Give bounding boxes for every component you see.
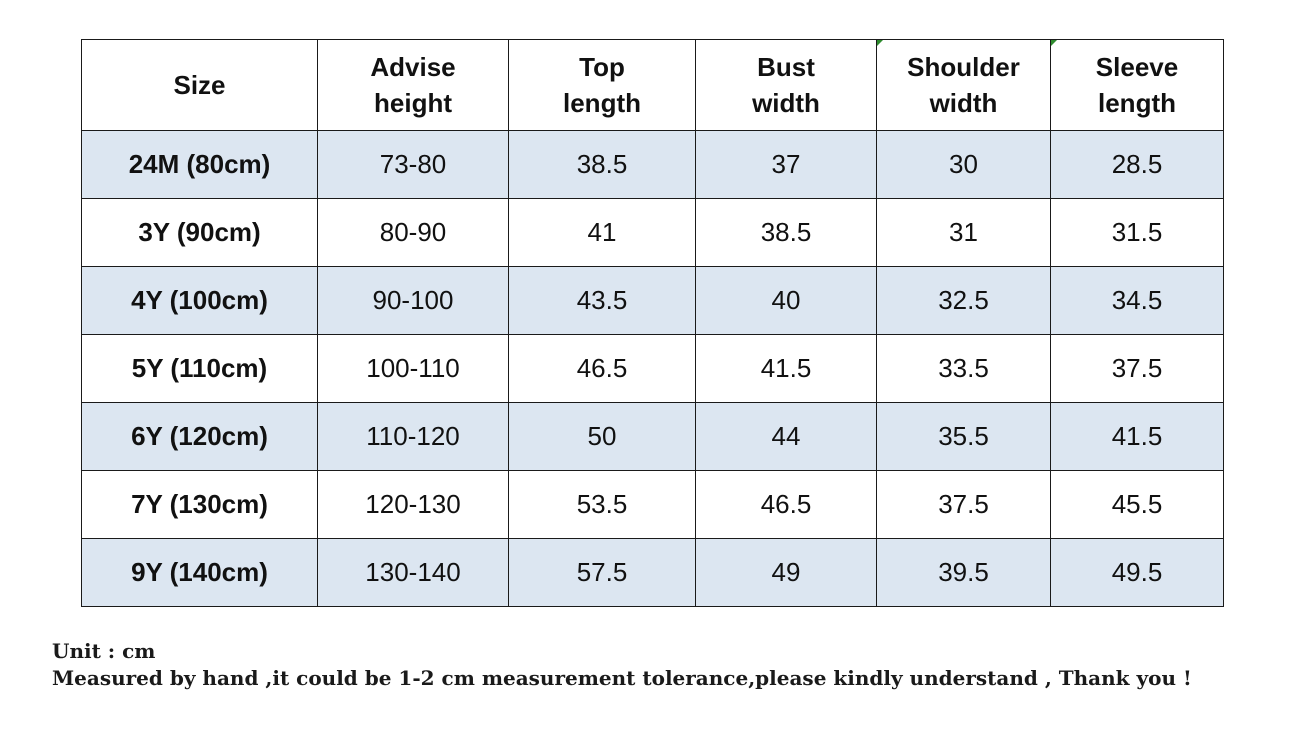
shoulder-width-cell: 32.5 bbox=[876, 266, 1051, 335]
size-cell: 7Y (130cm) bbox=[81, 470, 318, 539]
header-row: Size Advise height Top length Bust width Sh… bbox=[81, 39, 1224, 131]
bust-width-cell: 38.5 bbox=[695, 198, 877, 267]
top-length-cell: 57.5 bbox=[508, 538, 696, 607]
shoulder-width-cell: 30 bbox=[876, 130, 1051, 199]
shoulder-width-cell: 35.5 bbox=[876, 402, 1051, 471]
size-chart-table: Size Advise height Top length Bust width Sh… bbox=[81, 39, 1224, 607]
sleeve-length-cell: 28.5 bbox=[1050, 130, 1224, 199]
size-cell: 5Y (110cm) bbox=[81, 334, 318, 403]
header-bust-width: Bust width bbox=[695, 39, 877, 131]
top-length-cell: 53.5 bbox=[508, 470, 696, 539]
advise-height-cell: 90-100 bbox=[317, 266, 509, 335]
header-sleeve-length: Sleeve length bbox=[1050, 39, 1224, 131]
advise-height-cell: 110-120 bbox=[317, 402, 509, 471]
bust-width-cell: 40 bbox=[695, 266, 877, 335]
bust-width-cell: 46.5 bbox=[695, 470, 877, 539]
shoulder-width-cell: 39.5 bbox=[876, 538, 1051, 607]
size-cell: 6Y (120cm) bbox=[81, 402, 318, 471]
header-top-length: Top length bbox=[508, 39, 696, 131]
table-row: 7Y (130cm) 120-130 53.5 46.5 37.5 45.5 bbox=[81, 470, 1224, 539]
size-cell: 3Y (90cm) bbox=[81, 198, 318, 267]
advise-height-cell: 73-80 bbox=[317, 130, 509, 199]
header-advise-height: Advise height bbox=[317, 39, 509, 131]
unit-note: Unit : cm bbox=[52, 639, 156, 663]
table-row: 6Y (120cm) 110-120 50 44 35.5 41.5 bbox=[81, 402, 1224, 471]
table-row: 3Y (90cm) 80-90 41 38.5 31 31.5 bbox=[81, 198, 1224, 267]
bust-width-cell: 41.5 bbox=[695, 334, 877, 403]
bust-width-cell: 37 bbox=[695, 130, 877, 199]
size-cell: 4Y (100cm) bbox=[81, 266, 318, 335]
size-cell: 9Y (140cm) bbox=[81, 538, 318, 607]
notes: Unit : cm Measured by hand ,it could be … bbox=[52, 638, 1192, 692]
table-row: 5Y (110cm) 100-110 46.5 41.5 33.5 37.5 bbox=[81, 334, 1224, 403]
shoulder-width-cell: 33.5 bbox=[876, 334, 1051, 403]
tolerance-note: Measured by hand ,it could be 1-2 cm mea… bbox=[52, 666, 1192, 690]
top-length-cell: 43.5 bbox=[508, 266, 696, 335]
sleeve-length-cell: 49.5 bbox=[1050, 538, 1224, 607]
advise-height-cell: 130-140 bbox=[317, 538, 509, 607]
table-row: 24M (80cm) 73-80 38.5 37 30 28.5 bbox=[81, 130, 1224, 199]
top-length-cell: 50 bbox=[508, 402, 696, 471]
bust-width-cell: 49 bbox=[695, 538, 877, 607]
size-cell: 24M (80cm) bbox=[81, 130, 318, 199]
sleeve-length-cell: 37.5 bbox=[1050, 334, 1224, 403]
top-length-cell: 41 bbox=[508, 198, 696, 267]
advise-height-cell: 120-130 bbox=[317, 470, 509, 539]
cell-comment-marker-icon bbox=[1051, 40, 1057, 46]
advise-height-cell: 100-110 bbox=[317, 334, 509, 403]
sleeve-length-cell: 41.5 bbox=[1050, 402, 1224, 471]
sleeve-length-cell: 34.5 bbox=[1050, 266, 1224, 335]
header-size: Size bbox=[81, 39, 318, 131]
bust-width-cell: 44 bbox=[695, 402, 877, 471]
advise-height-cell: 80-90 bbox=[317, 198, 509, 267]
top-length-cell: 38.5 bbox=[508, 130, 696, 199]
shoulder-width-cell: 31 bbox=[876, 198, 1051, 267]
table-row: 9Y (140cm) 130-140 57.5 49 39.5 49.5 bbox=[81, 538, 1224, 607]
sleeve-length-cell: 45.5 bbox=[1050, 470, 1224, 539]
shoulder-width-cell: 37.5 bbox=[876, 470, 1051, 539]
top-length-cell: 46.5 bbox=[508, 334, 696, 403]
sleeve-length-cell: 31.5 bbox=[1050, 198, 1224, 267]
header-shoulder-width: Shoulder width bbox=[876, 39, 1051, 131]
table-row: 4Y (100cm) 90-100 43.5 40 32.5 34.5 bbox=[81, 266, 1224, 335]
cell-comment-marker-icon bbox=[877, 40, 883, 46]
